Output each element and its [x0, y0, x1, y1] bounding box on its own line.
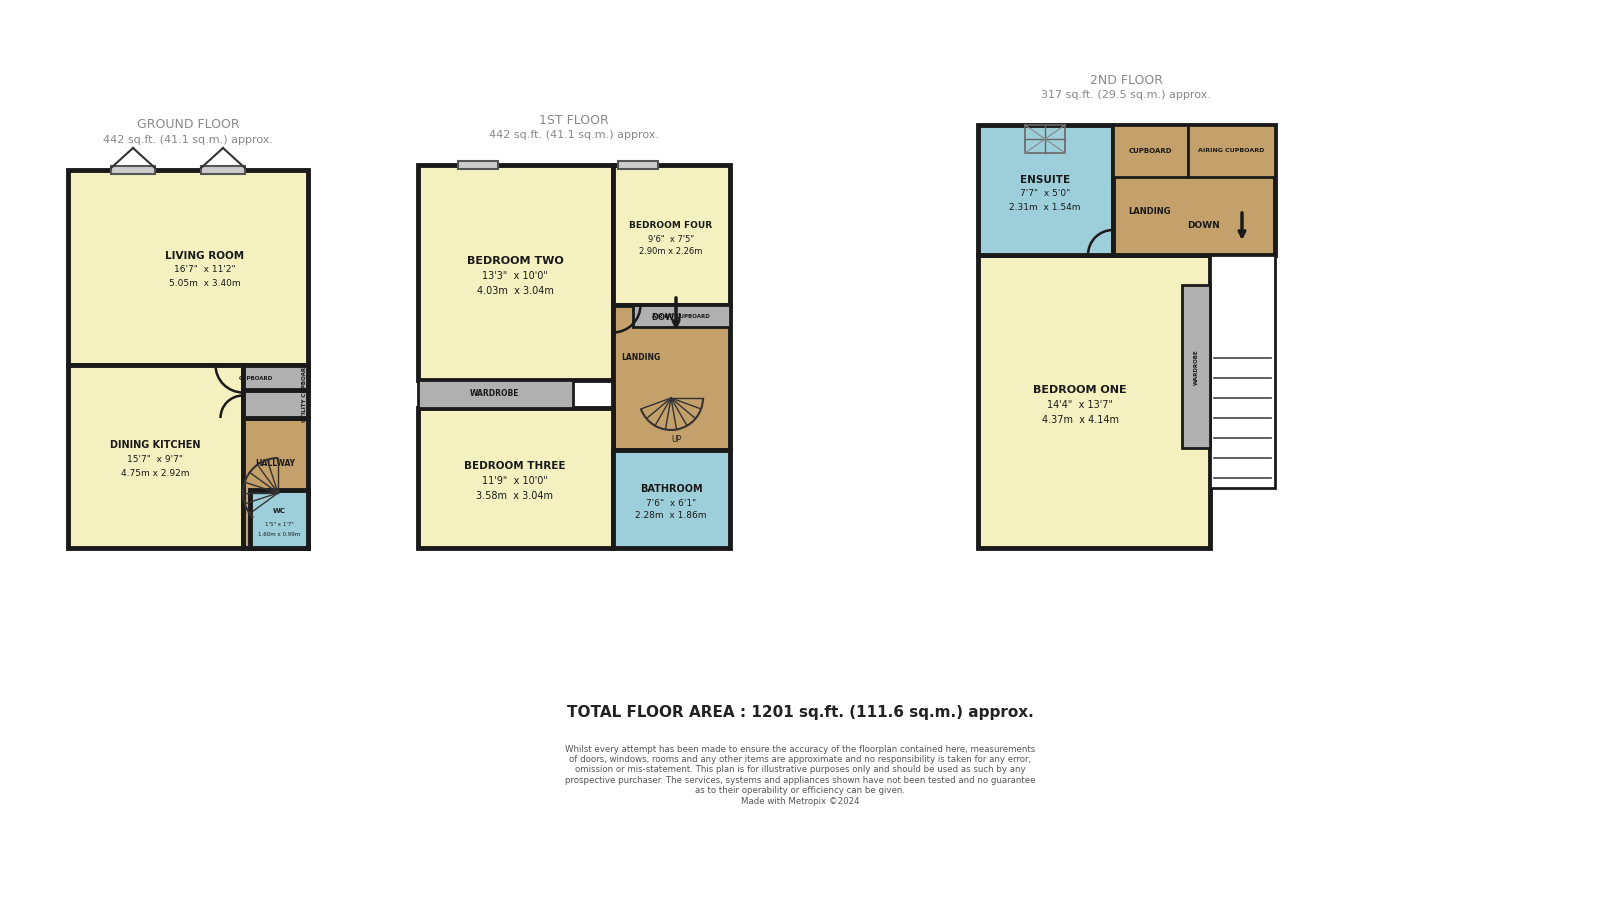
Bar — [243, 418, 307, 548]
Bar — [978, 125, 1114, 255]
Text: LANDING: LANDING — [621, 354, 661, 363]
Text: HALLWAY: HALLWAY — [254, 459, 294, 468]
Text: 2.28m  x 1.86m: 2.28m x 1.86m — [635, 511, 707, 521]
Text: 1'5" x 1'7": 1'5" x 1'7" — [264, 521, 293, 526]
Bar — [1026, 125, 1066, 153]
Text: 4.03m  x 3.04m: 4.03m x 3.04m — [477, 286, 554, 296]
Text: CUPBOARD: CUPBOARD — [238, 376, 274, 380]
Bar — [458, 161, 498, 169]
Text: WARDROBE: WARDROBE — [1194, 349, 1198, 385]
Bar — [243, 365, 307, 390]
Text: 11'9"  x 10'0": 11'9" x 10'0" — [482, 476, 547, 486]
Bar — [618, 161, 658, 169]
Bar — [418, 165, 613, 380]
Text: 317 sq.ft. (29.5 sq.m.) approx.: 317 sq.ft. (29.5 sq.m.) approx. — [1042, 90, 1211, 100]
Text: DOWN: DOWN — [1187, 222, 1221, 231]
Text: 2ND FLOOR: 2ND FLOOR — [1090, 74, 1163, 87]
Bar — [202, 166, 245, 174]
Text: 5.05m  x 3.40m: 5.05m x 3.40m — [170, 280, 242, 289]
Bar — [250, 490, 307, 548]
Text: AIRING CUPBOARD: AIRING CUPBOARD — [1198, 149, 1264, 153]
Bar — [67, 170, 307, 365]
Text: 9'6"  x 7'5": 9'6" x 7'5" — [648, 234, 694, 244]
Text: DINING KITCHEN: DINING KITCHEN — [110, 440, 200, 450]
Bar — [67, 365, 243, 548]
Bar — [1210, 255, 1275, 488]
Text: 7'6"  x 6'1": 7'6" x 6'1" — [646, 498, 696, 508]
Text: 442 sq.ft. (41.1 sq.m.) approx.: 442 sq.ft. (41.1 sq.m.) approx. — [490, 130, 659, 140]
Text: 442 sq.ft. (41.1 sq.m.) approx.: 442 sq.ft. (41.1 sq.m.) approx. — [102, 135, 274, 145]
Bar — [1182, 285, 1210, 448]
Bar — [613, 305, 730, 450]
Bar — [110, 166, 155, 174]
Text: 7'7"  x 5'0": 7'7" x 5'0" — [1019, 189, 1070, 198]
Text: ENSUITE: ENSUITE — [1019, 175, 1070, 185]
Bar — [613, 165, 730, 305]
Text: 4.75m x 2.92m: 4.75m x 2.92m — [120, 469, 189, 477]
Text: UP: UP — [670, 436, 682, 445]
Text: TOTAL FLOOR AREA : 1201 sq.ft. (111.6 sq.m.) approx.: TOTAL FLOOR AREA : 1201 sq.ft. (111.6 sq… — [566, 705, 1034, 721]
Text: BEDROOM FOUR: BEDROOM FOUR — [629, 221, 712, 230]
Bar — [1114, 125, 1275, 255]
Text: 1.60m x 0.99m: 1.60m x 0.99m — [258, 533, 301, 537]
Text: AIRING CUPBOARD: AIRING CUPBOARD — [653, 314, 710, 318]
Text: UTILITY CUPBOARD: UTILITY CUPBOARD — [301, 362, 307, 422]
Text: 15'7"  x 9'7": 15'7" x 9'7" — [126, 454, 182, 463]
Text: GROUND FLOOR: GROUND FLOOR — [136, 118, 240, 131]
Bar — [1114, 125, 1187, 177]
Text: BATHROOM: BATHROOM — [640, 484, 702, 494]
Text: 13'3"  x 10'0": 13'3" x 10'0" — [482, 271, 547, 281]
Bar — [978, 255, 1210, 548]
Text: 14'4"  x 13'7": 14'4" x 13'7" — [1046, 400, 1114, 410]
Bar — [634, 305, 730, 327]
Text: BEDROOM TWO: BEDROOM TWO — [467, 256, 563, 266]
Text: 4.37m  x 4.14m: 4.37m x 4.14m — [1042, 415, 1118, 425]
Text: 16'7"  x 11'2": 16'7" x 11'2" — [174, 266, 235, 274]
Text: DOWN: DOWN — [651, 313, 682, 321]
Text: 3.58m  x 3.04m: 3.58m x 3.04m — [477, 491, 554, 501]
Text: 2.31m  x 1.54m: 2.31m x 1.54m — [1010, 203, 1080, 212]
Bar — [418, 380, 573, 408]
Text: CUPBOARD: CUPBOARD — [1128, 148, 1171, 154]
Text: LIVING ROOM: LIVING ROOM — [165, 251, 245, 261]
Text: BEDROOM THREE: BEDROOM THREE — [464, 461, 566, 471]
Text: 2.90m x 2.26m: 2.90m x 2.26m — [640, 247, 702, 257]
Bar — [243, 365, 307, 418]
Text: WARDROBE: WARDROBE — [470, 390, 520, 399]
Bar — [418, 408, 613, 548]
Bar — [1187, 125, 1275, 177]
Text: Whilst every attempt has been made to ensure the accuracy of the floorplan conta: Whilst every attempt has been made to en… — [565, 745, 1035, 806]
Text: WC: WC — [272, 508, 285, 514]
Bar — [613, 450, 730, 548]
Text: BEDROOM ONE: BEDROOM ONE — [1034, 385, 1126, 395]
Text: LANDING: LANDING — [1128, 207, 1171, 215]
Text: 1ST FLOOR: 1ST FLOOR — [539, 114, 610, 126]
